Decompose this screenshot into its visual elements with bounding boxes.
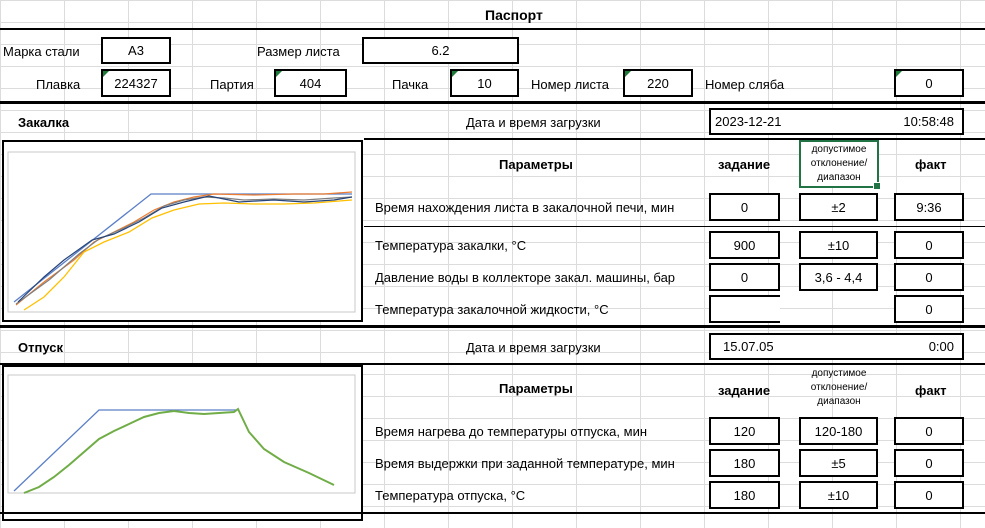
tempering-series-actual <box>23 407 335 494</box>
quench-row-2-actual[interactable]: 0 <box>894 231 964 259</box>
quench-load-date: 2023-12-21 <box>715 114 782 129</box>
quench-row-4-name: Температура закалочной жидкости, °С <box>375 302 609 317</box>
quench-series-gray <box>15 196 353 305</box>
section-divider-quench <box>0 101 985 104</box>
quench-header-line <box>364 138 985 140</box>
quench-row-2-name: Температура закалки, °С <box>375 238 527 253</box>
tempering-title: Отпуск <box>18 340 63 355</box>
quench-row-4-target[interactable] <box>709 295 780 323</box>
tempering-row-2-tolerance[interactable]: ±5 <box>799 449 878 477</box>
quench-row-1-name: Время нахождения листа в закалочной печи… <box>375 200 675 215</box>
quench-row-3-target[interactable]: 0 <box>709 263 780 291</box>
bottom-divider <box>0 512 985 514</box>
page-title: Паспорт <box>485 7 543 23</box>
quench-row-2-target[interactable]: 900 <box>709 231 780 259</box>
tempering-tolerance-header-text: допустимое отклонение/ диапазон <box>810 368 868 407</box>
quench-row-divider <box>364 226 985 227</box>
tempering-plot-area <box>7 374 356 494</box>
section-divider-tempering <box>0 325 985 328</box>
sheet-size-field[interactable]: 6.2 <box>362 37 519 64</box>
tempering-load-datetime[interactable]: 15.07.05 0:00 <box>709 333 964 360</box>
steel-grade-field[interactable]: А3 <box>101 37 171 64</box>
quench-row-3-tolerance[interactable]: 3,6 - 4,4 <box>799 263 878 291</box>
tempering-row-1-target[interactable]: 120 <box>709 417 780 445</box>
sheet-no-label: Номер листа <box>531 77 610 92</box>
tempering-row-3-target[interactable]: 180 <box>709 481 780 509</box>
quench-row-3-actual[interactable]: 0 <box>894 263 964 291</box>
tempering-row-1-actual[interactable]: 0 <box>894 417 964 445</box>
quench-row-1-actual[interactable]: 9:36 <box>894 193 964 221</box>
quench-chart[interactable] <box>2 140 363 322</box>
tempering-row-3-actual[interactable]: 0 <box>894 481 964 509</box>
quench-tolerance-header[interactable]: допустимое отклонение/ диапазон <box>799 140 881 190</box>
tempering-chart-svg <box>7 374 356 494</box>
pack-label: Пачка <box>392 77 429 92</box>
cell-fill-handle[interactable] <box>873 182 881 190</box>
tempering-row-1-tolerance[interactable]: 120-180 <box>799 417 878 445</box>
sheet-no-field[interactable]: 220 <box>623 69 693 97</box>
tempering-row-2-name: Время выдержки при заданной температуре,… <box>375 456 675 471</box>
title-divider <box>0 28 985 30</box>
melt-label: Плавка <box>36 77 81 92</box>
quench-row-3-name: Давление воды в коллекторе закал. машины… <box>375 270 676 285</box>
quench-actual-header: факт <box>915 157 947 172</box>
tempering-params-header: Параметры <box>499 381 573 396</box>
quench-load-time: 10:58:48 <box>903 114 954 129</box>
quench-row-1-target[interactable]: 0 <box>709 193 780 221</box>
quench-tolerance-header-text: допустимое отклонение/ диапазон <box>810 144 868 183</box>
tempering-row-2-actual[interactable]: 0 <box>894 449 964 477</box>
quench-chart-svg <box>7 151 356 313</box>
quench-row-1-tolerance[interactable]: ±2 <box>799 193 878 221</box>
quench-plot-area <box>7 151 356 313</box>
quench-load-label: Дата и время загрузки <box>466 115 601 130</box>
quench-target-header: задание <box>718 157 771 172</box>
tempering-load-date: 15.07.05 <box>723 339 774 354</box>
quench-row-2-tolerance[interactable]: ±10 <box>799 231 878 259</box>
tempering-chart[interactable] <box>2 365 363 521</box>
tempering-actual-header: факт <box>915 383 947 398</box>
tempering-load-time: 0:00 <box>928 339 954 354</box>
tempering-load-label: Дата и время загрузки <box>466 340 601 355</box>
quench-series-navy <box>17 195 353 303</box>
slab-no-label: Номер сляба <box>705 77 785 92</box>
tempering-row-3-tolerance[interactable]: ±10 <box>799 481 878 509</box>
quench-load-datetime[interactable]: 2023-12-21 10:58:48 <box>709 108 964 135</box>
pack-field[interactable]: 10 <box>450 69 519 97</box>
batch-field[interactable]: 404 <box>274 69 347 97</box>
quench-row-4-actual[interactable]: 0 <box>894 295 964 323</box>
sheet-size-label: Размер листа <box>257 44 340 59</box>
slab-no-field[interactable]: 0 <box>894 69 964 97</box>
tempering-target-header: задание <box>718 383 771 398</box>
tempering-row-2-target[interactable]: 180 <box>709 449 780 477</box>
quench-series-yellow <box>23 199 353 311</box>
tempering-series-setpoint <box>13 409 236 492</box>
tempering-header-line <box>0 363 985 365</box>
tempering-tolerance-header: допустимое отклонение/ диапазон <box>799 366 879 410</box>
tempering-row-1-name: Время нагрева до температуры отпуска, ми… <box>375 424 648 439</box>
quench-title: Закалка <box>18 115 70 130</box>
batch-label: Партия <box>210 77 254 92</box>
steel-grade-label: Марка стали <box>3 44 80 59</box>
tempering-row-3-name: Температура отпуска, °С <box>375 488 526 503</box>
melt-field[interactable]: 224327 <box>101 69 171 97</box>
quench-params-header: Параметры <box>499 157 573 172</box>
